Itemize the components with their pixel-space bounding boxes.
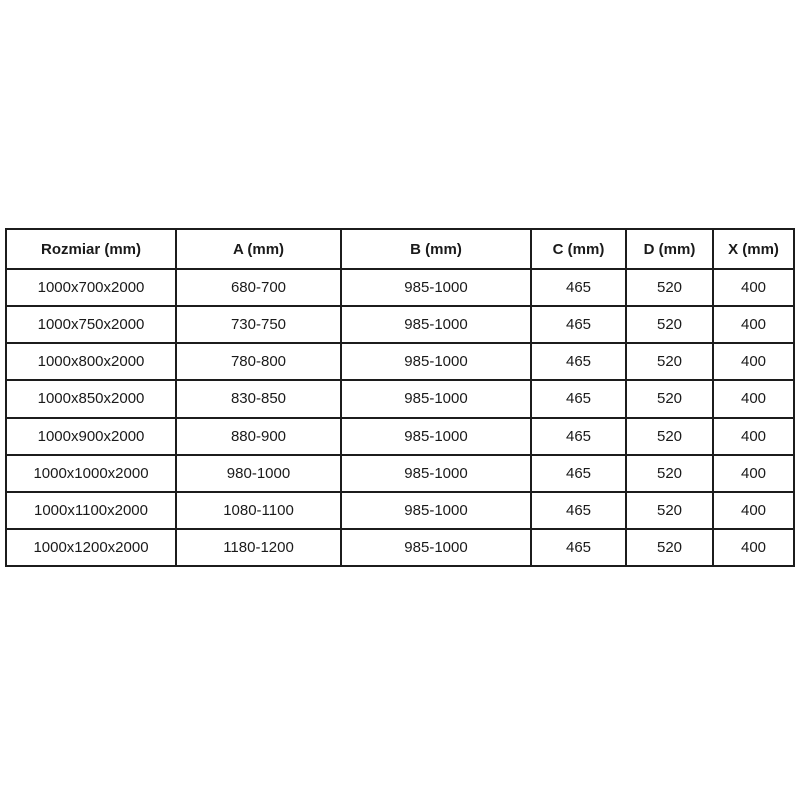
cell-d: 520 bbox=[625, 416, 714, 456]
table-row: 1000x750x2000 730-750 985-1000 465 520 4… bbox=[5, 305, 795, 345]
cell-a: 980-1000 bbox=[175, 453, 342, 493]
cell-rozmiar: 1000x800x2000 bbox=[5, 342, 177, 382]
cell-x: 400 bbox=[712, 267, 795, 308]
cell-rozmiar: 1000x900x2000 bbox=[5, 416, 177, 456]
cell-b: 985-1000 bbox=[340, 342, 532, 382]
cell-rozmiar: 1000x700x2000 bbox=[5, 267, 177, 308]
cell-c: 465 bbox=[530, 342, 627, 382]
table-row: 1000x700x2000 680-700 985-1000 465 520 4… bbox=[5, 267, 795, 308]
cell-x: 400 bbox=[712, 527, 795, 568]
size-spec-table: Rozmiar (mm) A (mm) B (mm) C (mm) D (mm)… bbox=[5, 228, 795, 568]
cell-a: 680-700 bbox=[175, 267, 342, 308]
cell-a: 1080-1100 bbox=[175, 490, 342, 530]
cell-rozmiar: 1000x750x2000 bbox=[5, 305, 177, 345]
cell-a: 780-800 bbox=[175, 342, 342, 382]
cell-d: 520 bbox=[625, 490, 714, 530]
cell-x: 400 bbox=[712, 342, 795, 382]
cell-b: 985-1000 bbox=[340, 453, 532, 493]
cell-c: 465 bbox=[530, 527, 627, 568]
cell-d: 520 bbox=[625, 379, 714, 419]
cell-c: 465 bbox=[530, 490, 627, 530]
cell-c: 465 bbox=[530, 453, 627, 493]
cell-d: 520 bbox=[625, 267, 714, 308]
cell-rozmiar: 1000x1000x2000 bbox=[5, 453, 177, 493]
column-header-c: C (mm) bbox=[530, 228, 627, 270]
cell-a: 880-900 bbox=[175, 416, 342, 456]
column-header-b: B (mm) bbox=[340, 228, 532, 270]
cell-rozmiar: 1000x1100x2000 bbox=[5, 490, 177, 530]
table-row: 1000x1200x2000 1180-1200 985-1000 465 52… bbox=[5, 527, 795, 568]
cell-b: 985-1000 bbox=[340, 490, 532, 530]
table-row: 1000x850x2000 830-850 985-1000 465 520 4… bbox=[5, 379, 795, 419]
column-header-d: D (mm) bbox=[625, 228, 714, 270]
cell-b: 985-1000 bbox=[340, 267, 532, 308]
cell-rozmiar: 1000x1200x2000 bbox=[5, 527, 177, 568]
cell-d: 520 bbox=[625, 527, 714, 568]
cell-a: 730-750 bbox=[175, 305, 342, 345]
table-row: 1000x1100x2000 1080-1100 985-1000 465 52… bbox=[5, 490, 795, 530]
cell-b: 985-1000 bbox=[340, 379, 532, 419]
cell-c: 465 bbox=[530, 416, 627, 456]
cell-c: 465 bbox=[530, 267, 627, 308]
cell-x: 400 bbox=[712, 416, 795, 456]
cell-a: 830-850 bbox=[175, 379, 342, 419]
column-header-a: A (mm) bbox=[175, 228, 342, 270]
cell-rozmiar: 1000x850x2000 bbox=[5, 379, 177, 419]
table-row: 1000x800x2000 780-800 985-1000 465 520 4… bbox=[5, 342, 795, 382]
cell-c: 465 bbox=[530, 305, 627, 345]
table-row: 1000x900x2000 880-900 985-1000 465 520 4… bbox=[5, 416, 795, 456]
table-header-row: Rozmiar (mm) A (mm) B (mm) C (mm) D (mm)… bbox=[5, 228, 795, 270]
cell-d: 520 bbox=[625, 342, 714, 382]
cell-a: 1180-1200 bbox=[175, 527, 342, 568]
cell-d: 520 bbox=[625, 453, 714, 493]
cell-b: 985-1000 bbox=[340, 527, 532, 568]
column-header-x: X (mm) bbox=[712, 228, 795, 270]
cell-x: 400 bbox=[712, 453, 795, 493]
cell-x: 400 bbox=[712, 305, 795, 345]
cell-c: 465 bbox=[530, 379, 627, 419]
cell-x: 400 bbox=[712, 379, 795, 419]
column-header-rozmiar: Rozmiar (mm) bbox=[5, 228, 177, 270]
table-row: 1000x1000x2000 980-1000 985-1000 465 520… bbox=[5, 453, 795, 493]
size-spec-table-container: Rozmiar (mm) A (mm) B (mm) C (mm) D (mm)… bbox=[5, 228, 795, 568]
cell-b: 985-1000 bbox=[340, 305, 532, 345]
cell-d: 520 bbox=[625, 305, 714, 345]
cell-b: 985-1000 bbox=[340, 416, 532, 456]
cell-x: 400 bbox=[712, 490, 795, 530]
